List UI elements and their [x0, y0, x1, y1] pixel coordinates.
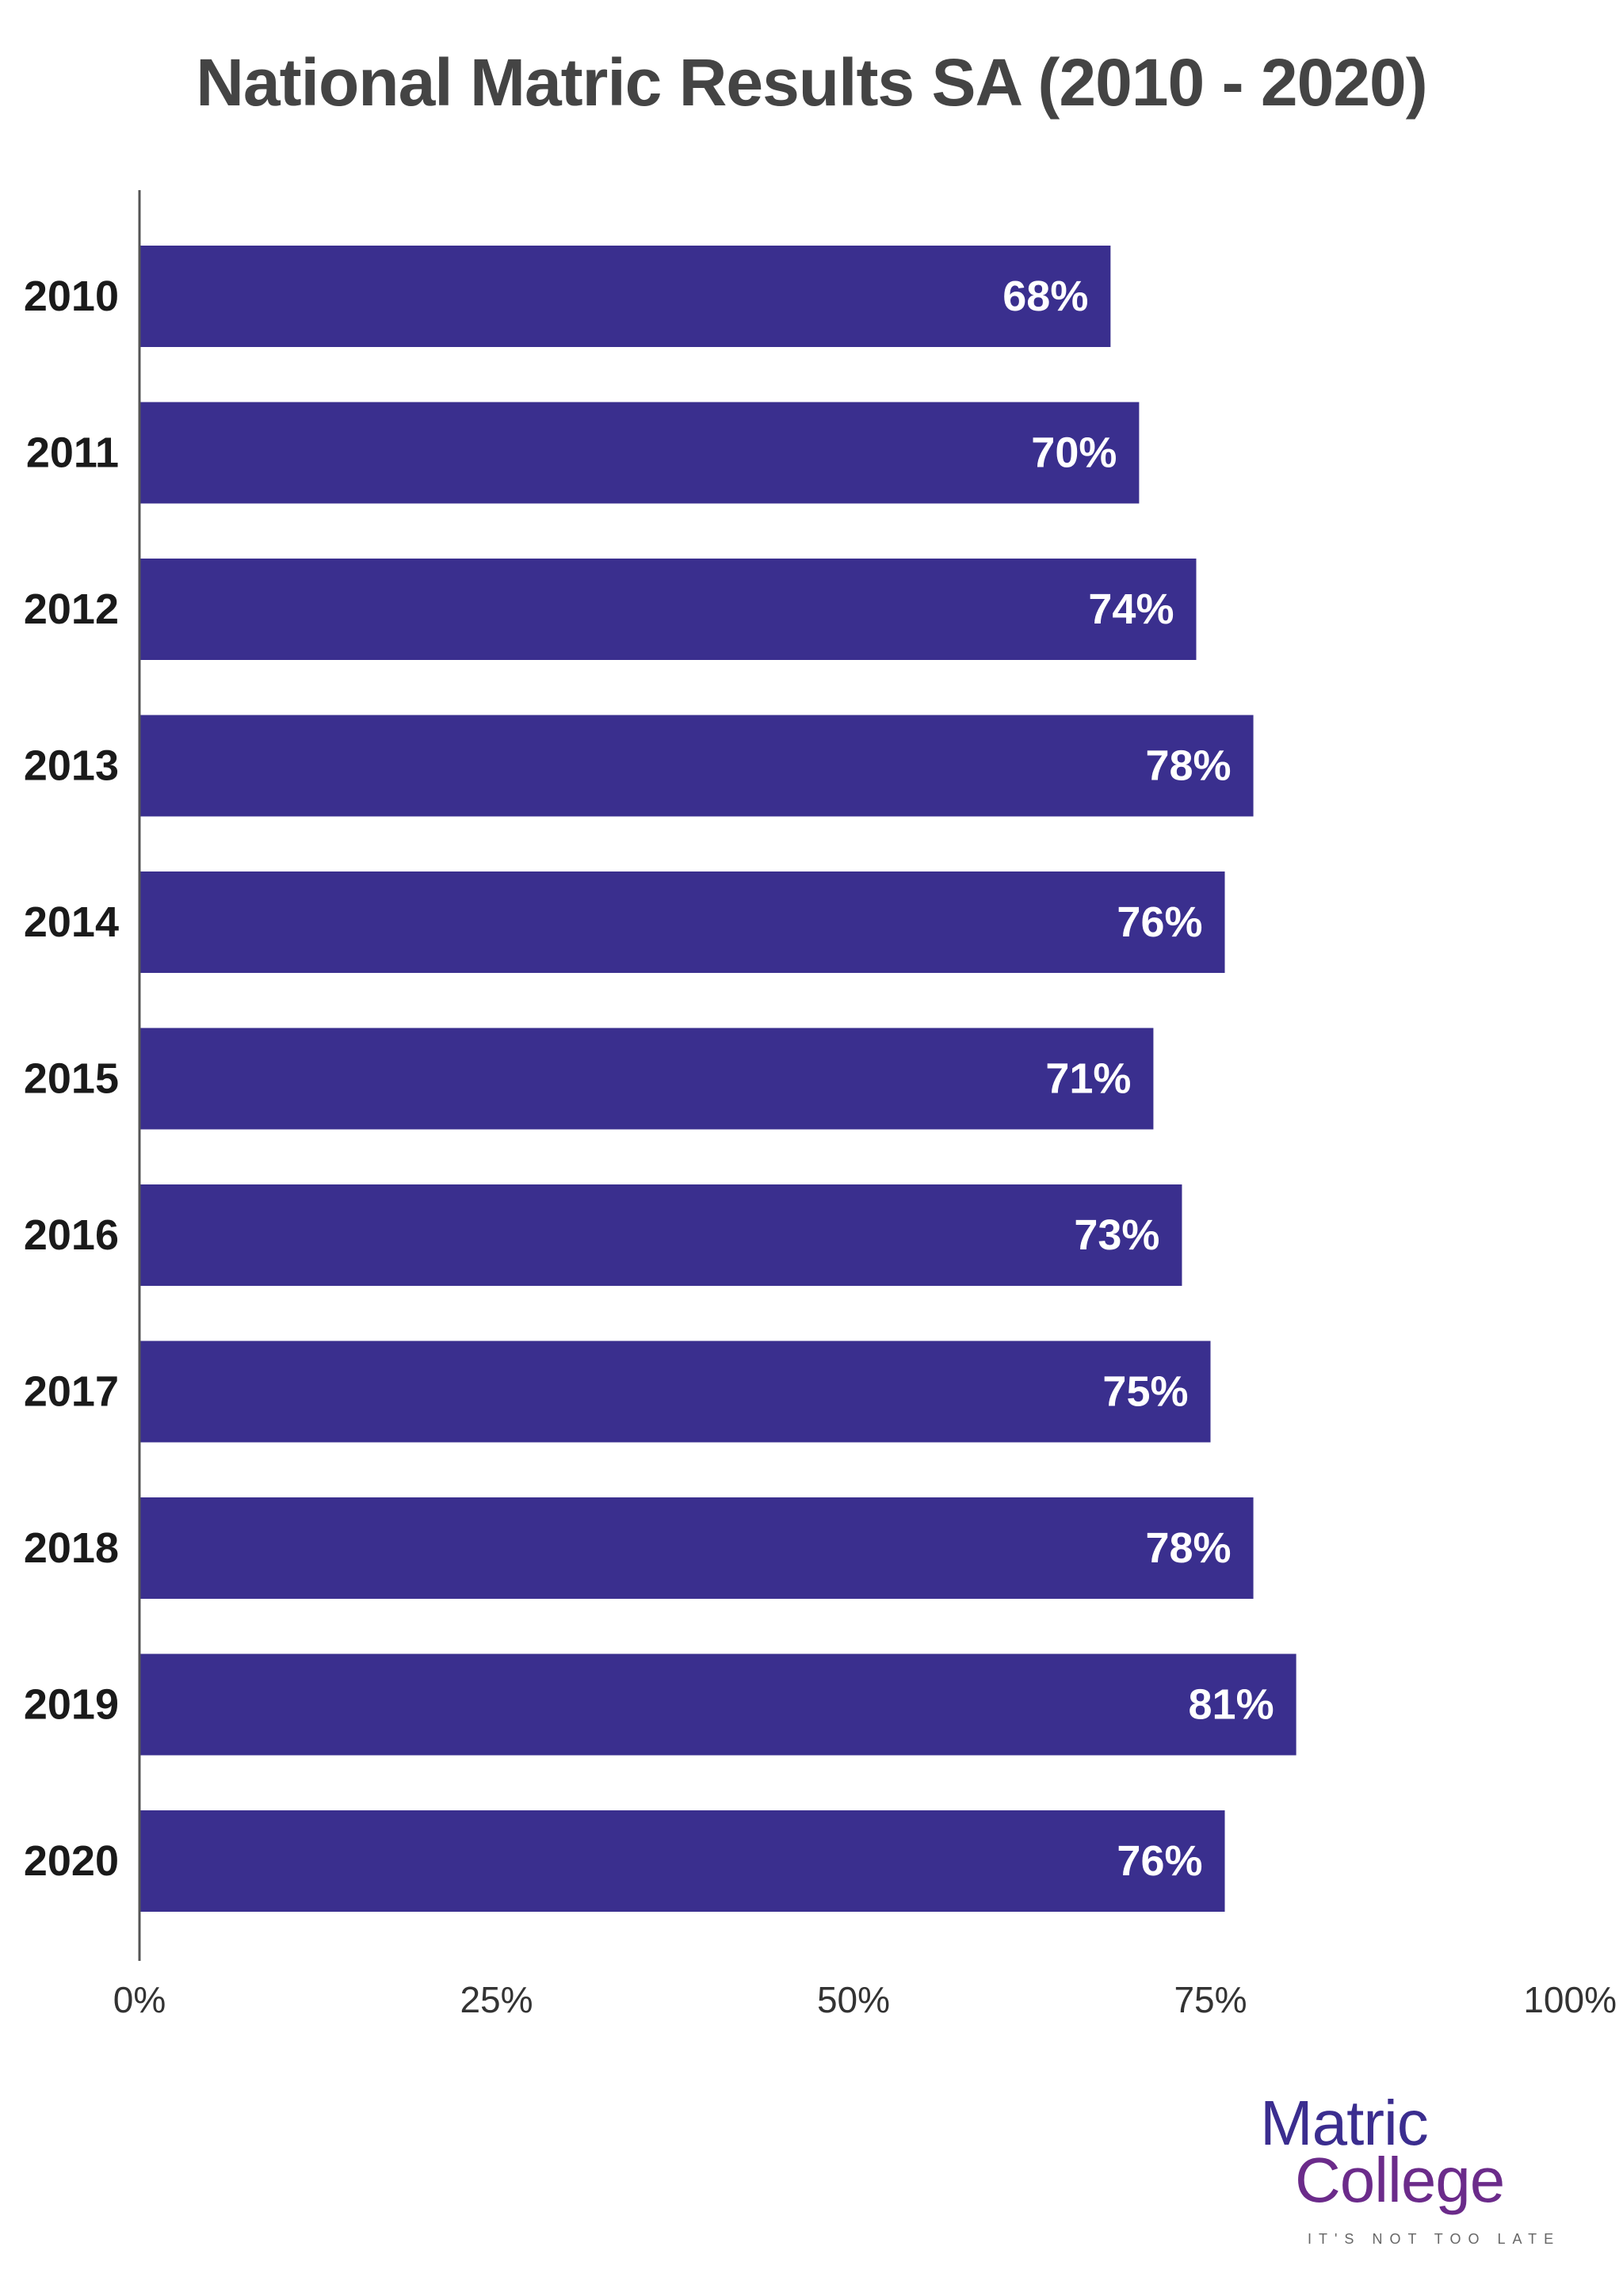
data-label-2015: 71%	[1045, 1055, 1131, 1103]
bar-2017	[139, 1341, 1211, 1443]
data-labels: 68% 70% 74% 78% 76% 71% 73% 75% 78% 81% 76%	[1002, 273, 1274, 1885]
logo-word-college: College	[1295, 2145, 1505, 2215]
data-label-2020: 76%	[1117, 1837, 1202, 1885]
bar-2019	[139, 1653, 1296, 1756]
category-label-2018: 2018	[24, 1524, 119, 1572]
bar-2015	[139, 1028, 1154, 1130]
x-axis-tick-labels: 0% 25% 50% 75% 100%	[113, 1979, 1617, 2020]
category-label-2019: 2019	[24, 1681, 119, 1729]
bar-2014	[139, 871, 1225, 973]
bar-2010	[139, 246, 1111, 347]
bar-2011	[139, 402, 1140, 504]
data-label-2018: 78%	[1145, 1524, 1231, 1572]
category-label-2011: 2011	[26, 429, 119, 477]
matric-college-logo: Matric College IT'S NOT TOO LATE	[1260, 2092, 1577, 2258]
x-tick-label-75: 75%	[1174, 1979, 1247, 2020]
bars-group	[139, 246, 1296, 1912]
bar-2012	[139, 559, 1197, 660]
category-label-2020: 2020	[24, 1837, 119, 1885]
x-tick-label-100: 100%	[1523, 1979, 1617, 2020]
x-tick-label-0: 0%	[113, 1979, 166, 2020]
bar-2016	[139, 1184, 1182, 1286]
category-label-2012: 2012	[24, 585, 119, 633]
category-label-2014: 2014	[24, 898, 119, 946]
category-label-2015: 2015	[24, 1055, 119, 1103]
data-label-2012: 74%	[1088, 585, 1174, 633]
data-label-2019: 81%	[1189, 1681, 1274, 1729]
x-tick-label-25: 25%	[460, 1979, 533, 2020]
x-tick-label-50: 50%	[817, 1979, 890, 2020]
bar-2020	[139, 1810, 1225, 1912]
logo-word-matric: Matric	[1260, 2088, 1429, 2158]
data-label-2010: 68%	[1002, 273, 1088, 320]
chart-title: National Matric Results SA (2010 - 2020)	[196, 45, 1427, 120]
category-label-2016: 2016	[24, 1211, 119, 1259]
category-labels: 2010 2011 2012 2013 2014 2015 2016 2017 2018 2019…	[24, 273, 119, 1885]
category-label-2010: 2010	[24, 273, 119, 320]
data-label-2013: 78%	[1145, 742, 1231, 790]
data-label-2017: 75%	[1102, 1368, 1188, 1416]
data-label-2011: 70%	[1031, 429, 1117, 477]
bar-2013	[139, 715, 1254, 817]
data-label-2014: 76%	[1117, 898, 1202, 946]
bar-2018	[139, 1497, 1254, 1599]
category-label-2013: 2013	[24, 742, 119, 790]
logo-tagline: IT'S NOT TOO LATE	[1308, 2231, 1561, 2247]
data-label-2016: 73%	[1074, 1211, 1159, 1259]
category-label-2017: 2017	[24, 1368, 119, 1416]
